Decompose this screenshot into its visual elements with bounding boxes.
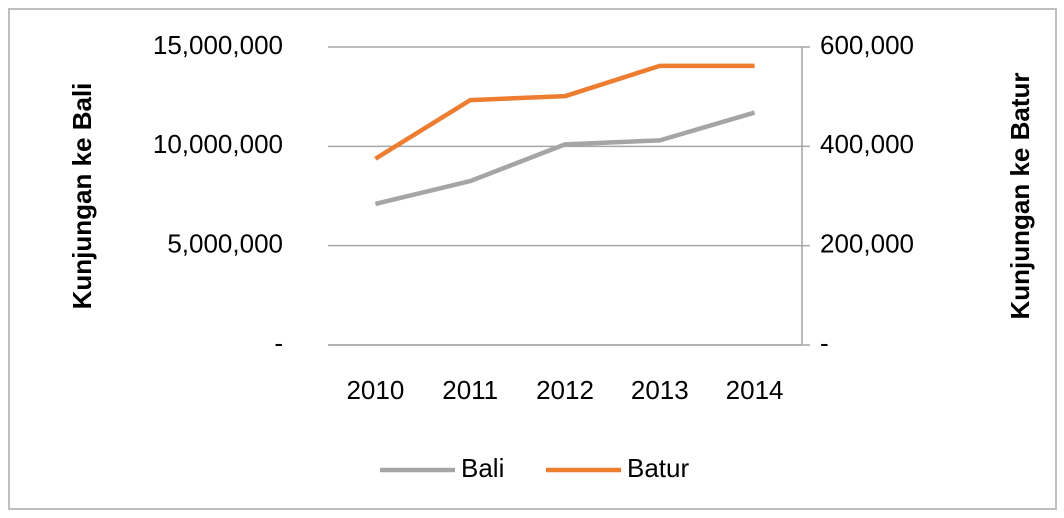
legend-label: Bali: [461, 453, 504, 483]
x-tick-label: 2010: [346, 375, 404, 405]
y-tick-label: -: [274, 328, 283, 358]
x-tick-label: 2012: [536, 375, 594, 405]
y-tick-label: 5,000,000: [167, 229, 283, 259]
series-line: [374, 110, 756, 207]
x-tick-label: 2013: [631, 375, 689, 405]
y2-tick-label: 200,000: [820, 229, 914, 259]
x-tick-label: 2011: [442, 375, 498, 405]
legend-label: Batur: [627, 453, 689, 483]
y2-tick-label: -: [820, 328, 829, 358]
series-line: [374, 63, 755, 161]
y2-tick-label: 400,000: [820, 129, 914, 159]
y-axis-title: Kunjungan ke Bali: [67, 83, 97, 310]
chart-border: [8, 8, 1057, 510]
y-tick-label: 15,000,000: [153, 30, 283, 60]
x-tick-label: 2014: [726, 375, 784, 405]
y2-axis-title: Kunjungan ke Batur: [1005, 72, 1035, 319]
y2-tick-label: 600,000: [820, 30, 914, 60]
y-tick-label: 10,000,000: [153, 129, 283, 159]
